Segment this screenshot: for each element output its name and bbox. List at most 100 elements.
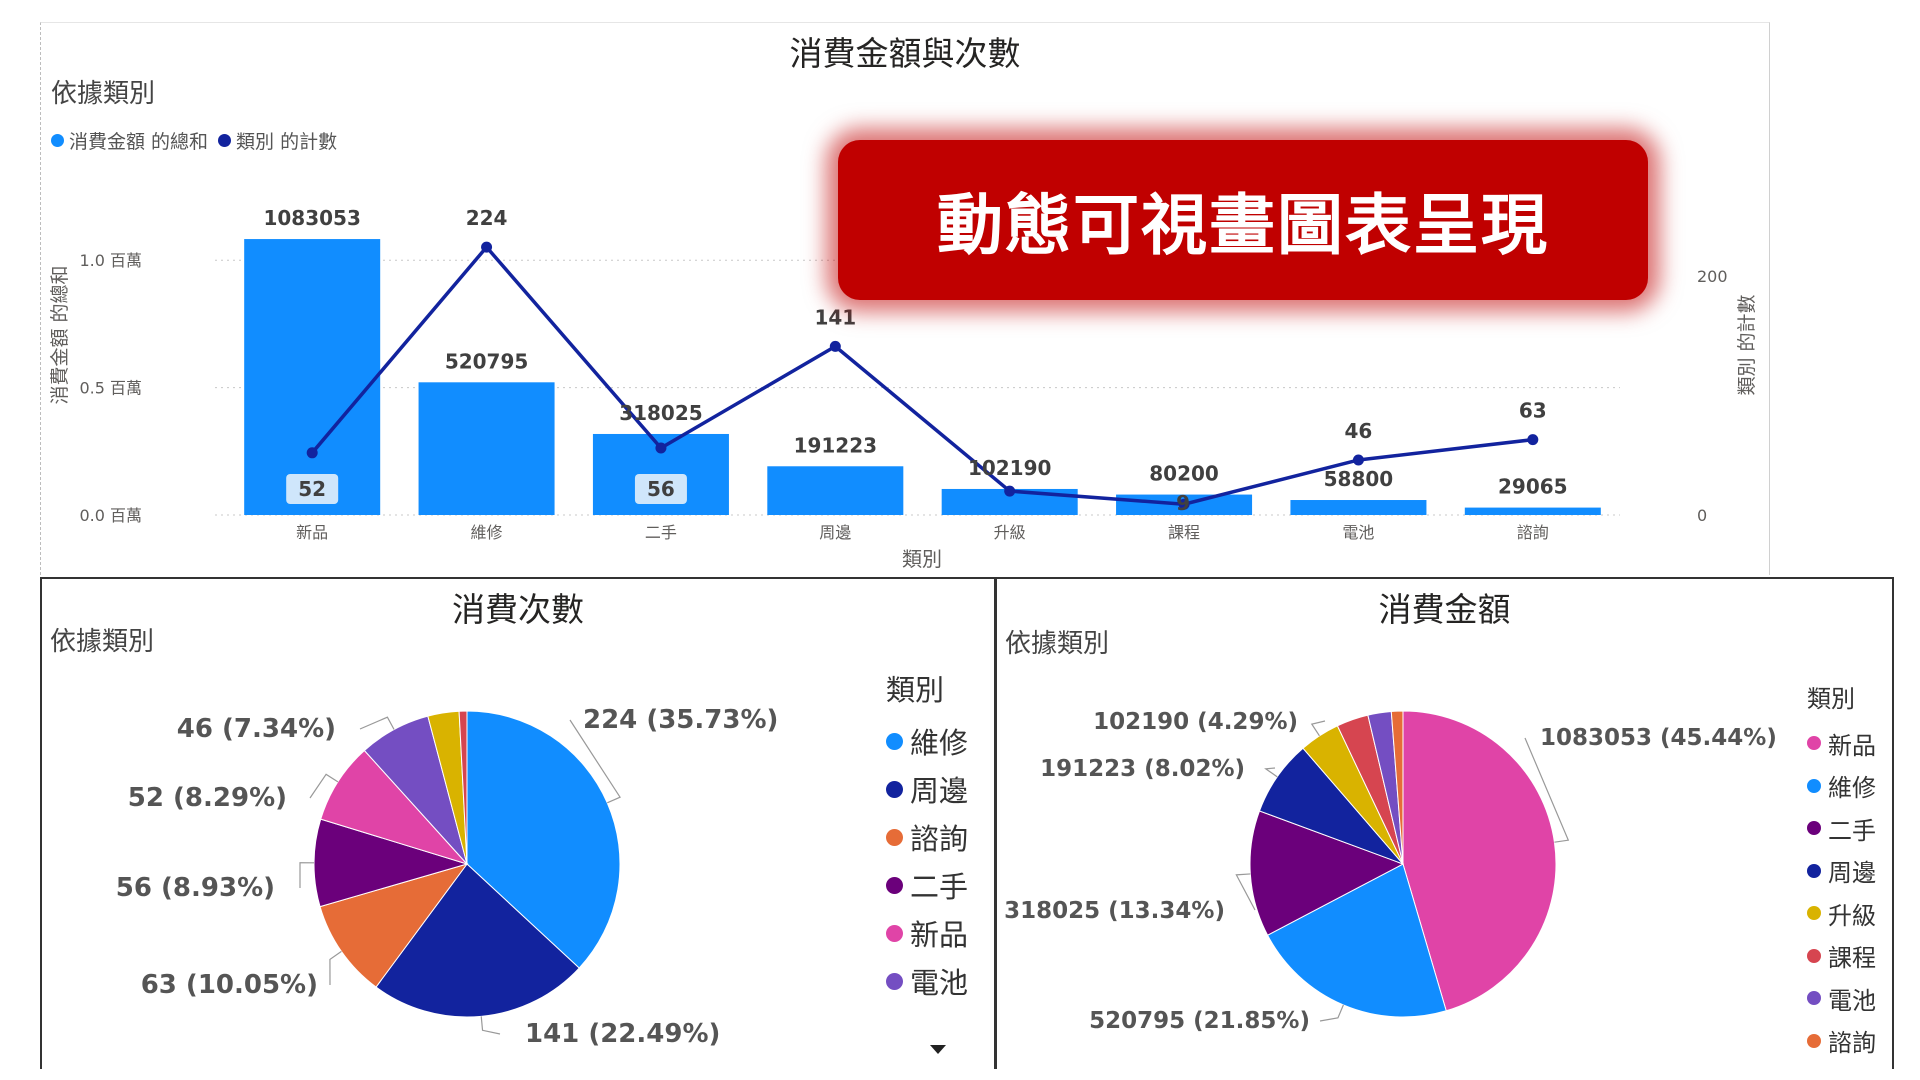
count-point[interactable] [655,442,667,454]
count-point[interactable] [829,340,841,352]
legend-label: 諮詢 [1828,1029,1876,1058]
pie-count-legend-item[interactable]: 諮詢 [886,813,968,861]
bar-value-label: 318025 [619,401,703,425]
count-point[interactable] [1004,485,1016,497]
bar-value-label: 80200 [1149,462,1219,486]
count-value-label: 141 [814,305,856,329]
count-value-label: 63 [1519,399,1547,423]
bar-value-label: 102190 [968,456,1052,480]
legend-label: 升級 [1828,901,1876,930]
y-tick-label: 1.0 百萬 [79,251,142,270]
pie-amount-legend-item[interactable]: 維修 [1807,765,1876,808]
legend-swatch [1807,991,1821,1006]
y-axis-title: 消費金額 的總和 [49,265,71,404]
pie-count-legend[interactable]: 類別 維修周邊諮詢二手新品電池 [886,667,968,1005]
bar[interactable] [244,239,381,515]
x-tick-label: 維修 [471,523,503,542]
x-axis-title: 類別 [902,547,942,571]
pie-count-legend-item[interactable]: 周邊 [886,765,968,813]
pie-count-legend-item[interactable]: 維修 [886,717,968,765]
pie-amount-legend-item[interactable]: 新品 [1807,722,1876,765]
count-point[interactable] [306,447,318,459]
bar-value-label: 1083053 [263,206,360,230]
bar-value-label: 29065 [1498,475,1568,499]
legend-label: 二手 [910,870,969,904]
y2-tick-label: 200 [1697,267,1728,286]
x-tick-label: 電池 [1342,523,1374,542]
pie-amount-legend-item[interactable]: 二手 [1807,807,1876,850]
legend-swatch [886,876,903,894]
legend-label: 課程 [1828,944,1876,973]
legend-swatch [1807,1033,1821,1048]
pie-amount-legend-item[interactable]: 周邊 [1807,850,1876,893]
count-point[interactable] [481,241,493,253]
combo-chart[interactable]: 1083053 520795 318025 191223 102190 80200 5880… [0,0,1920,580]
legend-label: 新品 [910,918,969,952]
count-label-box [286,474,339,504]
pie-count-panel: 消費次數 依據類別 類別 維修周邊諮詢二手新品電池 [40,577,996,1069]
count-value-label: 224 [466,206,508,230]
count-line[interactable] [310,244,1534,507]
x-tick-label: 升級 [994,523,1026,542]
count-point[interactable] [1178,498,1190,510]
x-tick-label: 諮詢 [1517,523,1549,542]
legend-label: 新品 [1828,731,1876,760]
legend-label: 維修 [910,726,969,760]
combo-chart-legend[interactable]: 消費金額 的總和 類別 的計數 [51,127,337,154]
pie-amount-subtitle: 依據類別 [1005,629,1110,659]
legend-swatch-sum [51,134,64,147]
legend-swatch [886,732,903,750]
pie-count-subtitle: 依據類別 [50,627,155,657]
count-label-box [634,474,687,504]
pie-count-title: 消費次數 [452,590,584,629]
bar[interactable] [1290,500,1427,515]
pie-amount-legend-item[interactable]: 升級 [1807,892,1876,935]
legend-swatch [886,924,903,942]
bar-value-label: 58800 [1324,467,1394,491]
pie-amount-title: 消費金額 [1378,590,1511,629]
legend-label: 諮詢 [910,822,969,856]
legend-swatch-count [218,134,232,147]
pie-count-legend-item[interactable]: 二手 [886,861,968,909]
pie-amount-legend-item[interactable]: 課程 [1807,935,1876,978]
count-value-label: 52 [298,477,326,501]
pie-amount-panel: 消費金額 依據類別 類別 新品維修二手周邊升級課程電池諮詢 [995,577,1894,1069]
x-tick-label: 二手 [645,523,677,542]
pie-amount-legend-item[interactable]: 電池 [1807,977,1876,1020]
count-point[interactable] [1527,434,1539,446]
x-tick-label: 新品 [296,523,328,542]
count-point[interactable] [1352,454,1364,466]
bar-value-label: 520795 [445,349,529,373]
pie-amount-legend-title: 類別 [1807,685,1855,713]
legend-swatch [1807,863,1821,878]
bar[interactable] [418,382,555,515]
x-tick-label: 課程 [1168,523,1200,542]
legend-label: 維修 [1828,774,1876,803]
legend-swatch [886,972,903,990]
pie-amount-legend[interactable]: 類別 新品維修二手周邊升級課程電池諮詢 [1807,679,1876,1062]
count-value-label: 56 [647,477,675,501]
legend-swatch [886,780,903,798]
x-tick-label: 周邊 [819,523,851,542]
bar-value-label: 191223 [794,433,878,457]
pie-count-legend-item[interactable]: 電池 [886,957,968,1005]
legend-label-count: 類別 的計數 [236,131,338,153]
pie-count-legend-title: 類別 [886,673,945,707]
legend-swatch [1807,821,1821,836]
legend-swatch [1807,736,1821,751]
y2-tick-label: 0 [1697,506,1707,525]
pie-count-legend-item[interactable]: 新品 [886,909,968,957]
pie-amount-legend-item[interactable]: 諮詢 [1807,1020,1876,1063]
legend-swatch [886,828,903,846]
bar[interactable] [1464,507,1601,515]
legend-label: 二手 [1828,816,1876,845]
legend-scroll-down-icon[interactable] [930,1045,946,1054]
count-value-label: 46 [1345,419,1373,443]
count-value-label: 9 [1176,491,1190,515]
legend-label: 電池 [1828,986,1876,1015]
combo-chart-title: 消費金額與次數 [789,34,1021,73]
bar[interactable] [767,466,904,515]
legend-label-sum: 消費金額 的總和 [69,131,209,153]
y-tick-label: 0.5 百萬 [79,379,142,398]
legend-swatch [1807,948,1821,963]
